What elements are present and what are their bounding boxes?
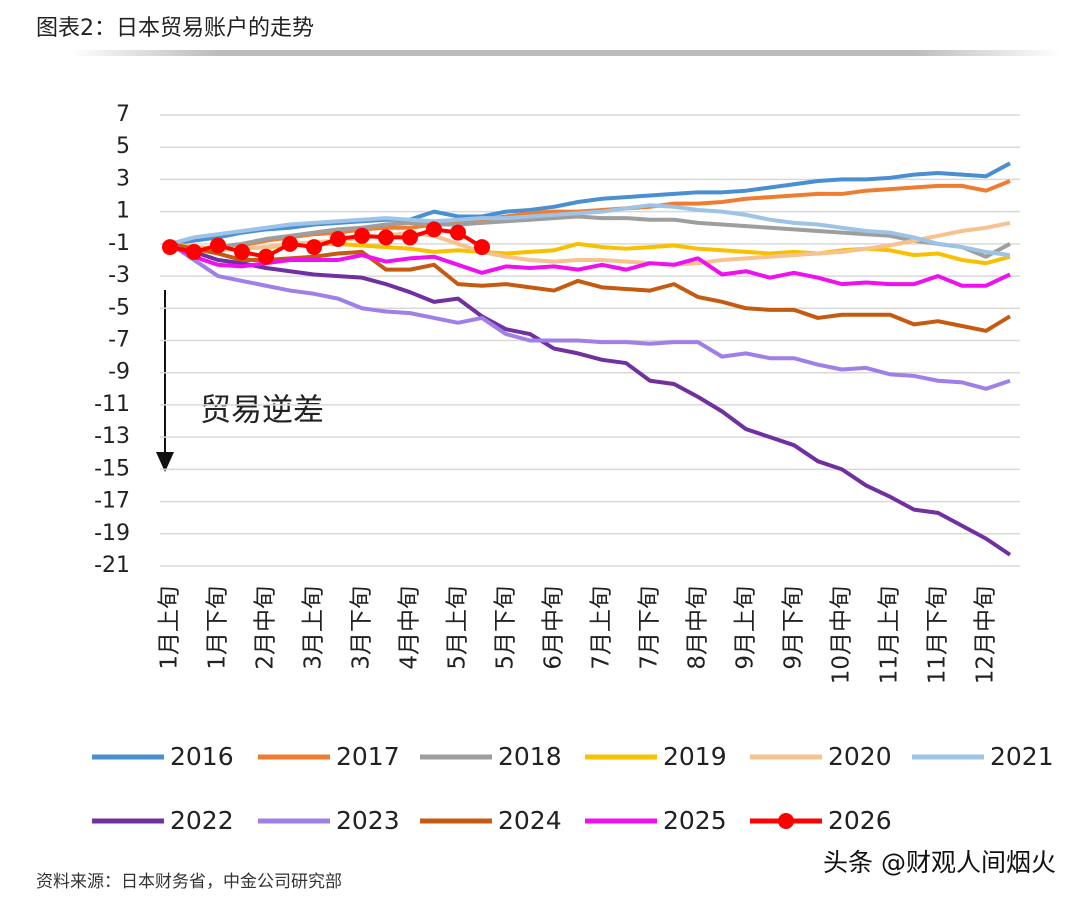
x-tick-label: 12月中旬 xyxy=(973,586,999,684)
chart-title: 图表2：日本贸易账户的走势 xyxy=(36,16,314,41)
x-tick-label: 6月中旬 xyxy=(541,586,567,670)
series-marker xyxy=(258,248,274,265)
legend-label: 2020 xyxy=(828,742,892,771)
y-tick-label: 7 xyxy=(116,102,130,127)
legend-label: 2025 xyxy=(663,806,727,835)
legend-label: 2019 xyxy=(663,742,727,771)
y-tick-label: 1 xyxy=(116,199,130,224)
y-tick-label: -19 xyxy=(94,521,130,546)
x-tick-label: 11月下旬 xyxy=(925,586,951,684)
x-tick-label: 8月中旬 xyxy=(685,586,711,670)
legend-label: 2026 xyxy=(828,806,892,835)
series-marker xyxy=(210,237,226,254)
legend-label: 2016 xyxy=(170,742,234,771)
legend-marker xyxy=(778,813,794,829)
series-marker xyxy=(402,229,418,246)
legend-label: 2017 xyxy=(336,742,400,771)
legend-label: 2021 xyxy=(990,742,1054,771)
x-tick-label: 7月下旬 xyxy=(637,586,663,670)
y-tick-label: -15 xyxy=(94,456,130,481)
series-marker xyxy=(354,227,370,244)
series-marker xyxy=(306,239,322,256)
series-line xyxy=(169,214,1011,259)
y-tick-label: 5 xyxy=(116,134,130,159)
series-line xyxy=(169,203,1011,258)
legend-label: 2022 xyxy=(170,806,234,835)
series-marker xyxy=(162,239,178,256)
x-tick-label: 5月下旬 xyxy=(493,586,519,670)
series-line xyxy=(168,242,1011,391)
series-marker xyxy=(330,231,346,248)
y-tick-label: -7 xyxy=(108,328,130,353)
series-line xyxy=(169,241,1012,557)
legend-label: 2024 xyxy=(498,806,562,835)
series-marker xyxy=(378,229,394,246)
x-tick-label: 3月下旬 xyxy=(349,586,375,670)
legend-label: 2023 xyxy=(336,806,400,835)
y-tick-label: -11 xyxy=(94,392,130,417)
x-tick-label: 9月下旬 xyxy=(781,586,807,670)
legend-label: 2018 xyxy=(498,742,562,771)
annotation: 贸易逆差 xyxy=(200,393,324,429)
series-marker xyxy=(450,224,466,241)
y-tick-label: -3 xyxy=(108,263,130,288)
x-tick-label: 1月上旬 xyxy=(157,586,183,670)
series-line xyxy=(169,242,1011,288)
series-marker xyxy=(186,243,202,260)
series-marker xyxy=(474,239,490,256)
y-tick-label: 3 xyxy=(116,166,130,191)
series-marker xyxy=(426,221,442,238)
y-tick-label: -9 xyxy=(108,360,130,385)
x-tick-label: 7月上旬 xyxy=(589,586,615,670)
watermark: 头条 @财观人间烟火 xyxy=(823,848,1056,877)
x-tick-label: 5月上旬 xyxy=(445,586,471,670)
y-tick-label: -21 xyxy=(94,553,130,578)
y-tick-label: -17 xyxy=(94,489,130,514)
series-line xyxy=(169,241,1012,333)
x-tick-label: 10月中旬 xyxy=(829,586,855,684)
series-marker xyxy=(282,235,298,252)
x-tick-label: 1月下旬 xyxy=(205,586,231,670)
title-rule xyxy=(70,50,1060,56)
arrow-head xyxy=(156,452,174,472)
x-tick-label: 4月中旬 xyxy=(397,586,423,670)
x-tick-label: 3月上旬 xyxy=(301,586,327,670)
x-tick-label: 9月上旬 xyxy=(733,586,759,670)
source: 资料来源：日本财务省，中金公司研究部 xyxy=(36,872,342,892)
x-tick-label: 11月上旬 xyxy=(877,586,903,684)
y-tick-label: -1 xyxy=(108,231,130,256)
y-tick-label: -13 xyxy=(94,424,130,449)
series-marker xyxy=(234,243,250,260)
y-tick-label: -5 xyxy=(108,295,130,320)
x-tick-label: 2月中旬 xyxy=(253,586,279,670)
